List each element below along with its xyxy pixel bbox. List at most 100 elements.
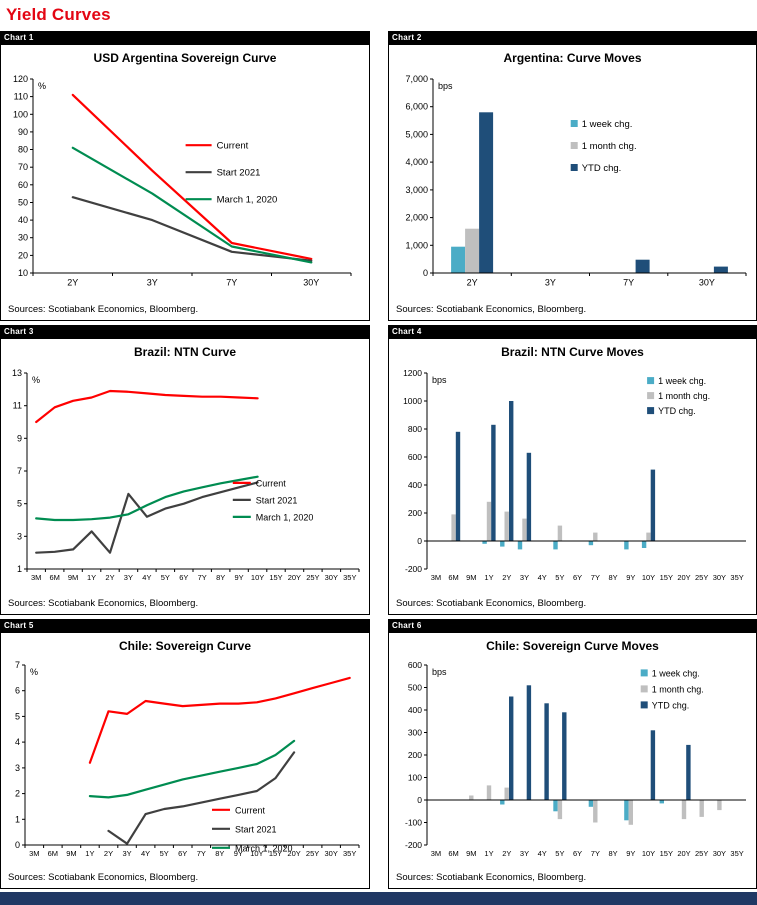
svg-text:3M: 3M [29,849,39,858]
svg-text:90: 90 [18,127,28,137]
svg-text:4Y: 4Y [538,849,547,858]
bar-ytd-chg [479,112,494,273]
legend-label-1-month-chg: 1 month chg. [658,391,710,401]
bar-ytd-chg [562,712,567,801]
legend-label-current: Current [217,141,249,152]
svg-text:0: 0 [423,268,428,278]
svg-text:2Y: 2Y [467,278,478,288]
legend: Current Start 2021 March 1, 2020 [212,805,293,853]
svg-text:1200: 1200 [403,368,422,378]
svg-text:-100: -100 [405,818,422,828]
svg-text:35Y: 35Y [343,849,356,858]
svg-text:35Y: 35Y [730,573,743,582]
svg-text:2Y: 2Y [502,849,511,858]
svg-text:30: 30 [18,233,28,243]
svg-text:25Y: 25Y [695,849,708,858]
legend-label-1-week-chg: 1 week chg. [652,668,700,678]
legend-label-march-1-2020: March 1, 2020 [235,843,293,853]
legend: 1 week chg. 1 month chg. YTD chg. [570,119,637,174]
svg-text:4: 4 [15,737,20,747]
svg-text:0: 0 [417,536,422,546]
svg-text:800: 800 [408,424,422,434]
bar-1-month-chg [646,532,651,541]
svg-text:-200: -200 [405,840,422,850]
svg-text:110: 110 [14,92,28,102]
chart-canvas: 0 1 2 3 4 5 6 7 3M 6M 9M 1Y 2Y 3Y 4Y 5Y 6Y 7Y 8Y 9Y 10Y 15Y 20… [15,660,360,858]
svg-text:7,000: 7,000 [405,74,428,84]
chart-cell: Chart 4 Brazil: NTN Curve Moves -200 0 200… [388,325,757,615]
legend-swatch-1-week-chg [647,377,655,385]
series-line-current [88,676,351,764]
bar-1-month-chg [504,511,509,541]
legend-label-1-week-chg: 1 week chg. [582,119,633,130]
legend-label-1-week-chg: 1 week chg. [658,376,706,386]
svg-text:500: 500 [408,683,422,693]
chart-canvas: -200 0 200 400 600 800 1000 1200 3M 6M 9M 1Y 2Y 3Y 4Y 5… [403,368,746,582]
svg-text:1Y: 1Y [85,849,94,858]
svg-text:11: 11 [13,401,22,411]
bar-1-month-chg [451,514,456,541]
bar-1-month-chg [486,501,492,541]
chart-tag: Chart 3 [0,325,370,338]
axes: -200 -100 0 100 200 300 400 500 600 3M 6M 9M 1Y 2Y 3Y 4… [405,660,744,858]
svg-text:15Y: 15Y [660,573,673,582]
svg-text:1000: 1000 [403,396,422,406]
svg-text:300: 300 [408,728,422,738]
svg-text:7: 7 [17,466,22,476]
svg-text:6: 6 [15,686,20,696]
bar-1-week-chg [553,800,558,812]
legend: 1 week chg. 1 month chg. YTD chg. [647,376,710,416]
svg-text:10: 10 [18,268,28,278]
chart-tag: Chart 2 [388,31,757,44]
svg-text:6M: 6M [448,849,458,858]
legend-swatch-1-week-chg [640,669,648,677]
chart-source: Sources: Scotiabank Economics, Bloomberg… [8,598,199,609]
svg-text:600: 600 [408,452,422,462]
bar-1-week-chg [553,541,558,550]
legend-swatch-ytd-chg [570,164,578,171]
legend-label-1-month-chg: 1 month chg. [652,684,704,694]
svg-text:9Y: 9Y [234,849,243,858]
series-line-current [71,93,313,260]
axes: 10 20 30 40 50 60 70 80 90 100 110 120 2Y 3Y 7Y 30Y [13,74,352,288]
svg-text:3Y: 3Y [520,573,529,582]
svg-text:10Y: 10Y [642,849,655,858]
svg-text:600: 600 [408,660,422,670]
axis-unit-label: % [38,81,46,91]
chart-box: Brazil: NTN Curve 1 3 5 7 9 11 13 3M 6M 9M 1Y 2Y 3Y 4… [0,338,370,615]
series-line-start-2021 [107,751,296,845]
bar-1-month-chg [681,800,687,820]
bar-ytd-chg [526,452,532,541]
svg-text:3: 3 [15,763,20,773]
bar-1-week-chg [641,541,647,548]
svg-text:20Y: 20Y [677,849,690,858]
chart-cell: Chart 2 Argentina: Curve Moves 0 1,000 2,0… [388,31,757,321]
svg-text:4Y: 4Y [141,849,150,858]
svg-text:20: 20 [18,250,28,260]
svg-text:50: 50 [18,198,28,208]
bar-1-month-chg [504,787,509,800]
footer-bar [0,892,757,905]
chart-canvas: 0 1,000 2,000 3,000 4,000 5,000 6,000 7,000 2Y 3Y… [405,74,747,288]
svg-text:3M: 3M [431,573,441,582]
svg-text:30Y: 30Y [713,849,726,858]
svg-text:0: 0 [417,795,422,805]
svg-text:6Y: 6Y [573,849,582,858]
legend-swatch-1-month-chg [647,392,655,400]
legend-swatch-1-week-chg [570,120,578,127]
bar-ytd-chg [635,259,650,273]
chart-box: Chile: Sovereign Curve 0 1 2 3 4 5 6 7 3M 6M 9M 1Y 2… [0,632,370,889]
svg-text:200: 200 [408,508,422,518]
svg-text:30Y: 30Y [325,849,338,858]
svg-text:0: 0 [15,840,20,850]
series-line-march-1-2020 [88,739,296,799]
svg-text:400: 400 [408,480,422,490]
svg-text:20Y: 20Y [287,849,300,858]
svg-text:5Y: 5Y [555,573,564,582]
chart-cell: Chart 3 Brazil: NTN Curve 1 3 5 7 9 11 13 3M 6M 9… [0,325,370,615]
svg-text:25Y: 25Y [306,849,319,858]
axes: 0 1 2 3 4 5 6 7 3M 6M 9M 1Y 2Y 3Y 4Y 5Y 6Y 7Y 8Y 9Y 10Y 15Y 20… [15,660,360,858]
svg-text:5: 5 [15,711,20,721]
svg-text:1Y: 1Y [484,573,493,582]
bar-ytd-chg [455,431,461,541]
